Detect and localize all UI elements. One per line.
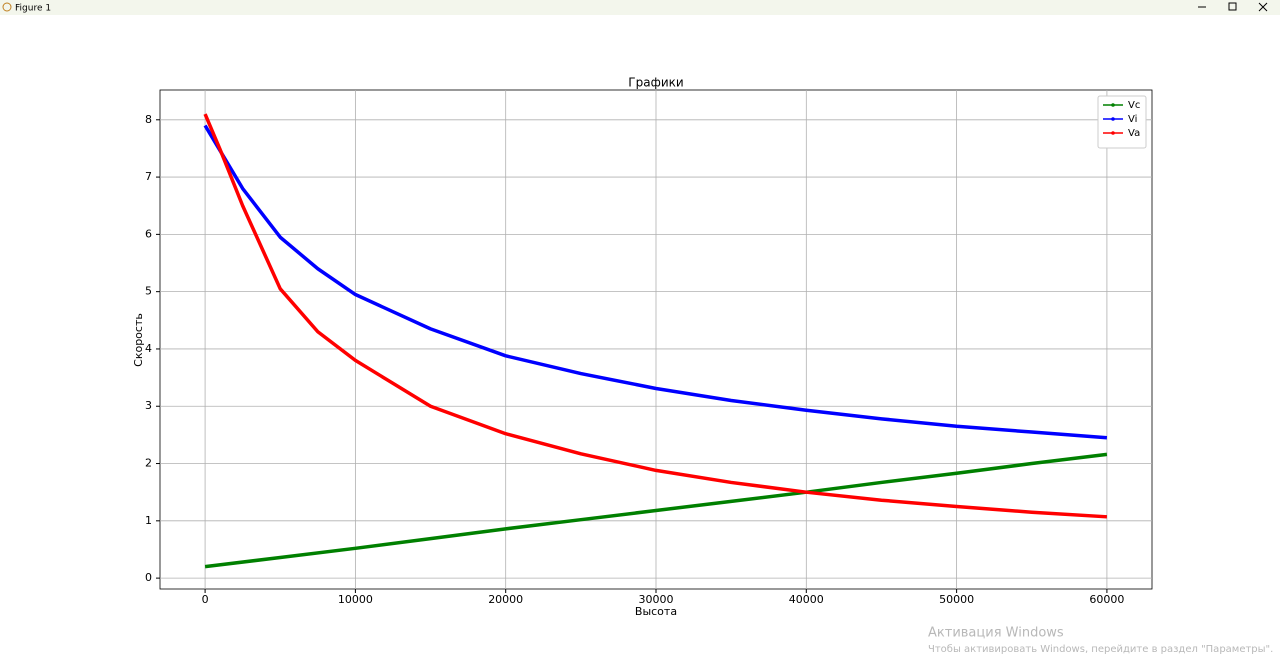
ticks: 0 10000 20000 30000 40000 50000 60000 0 1 2 3 4 5 6 7 8 (145, 113, 1124, 606)
legend-marker (1111, 131, 1115, 135)
legend-label: Va (1128, 128, 1140, 139)
series-line (203, 124, 1108, 440)
y-tick-label: 4 (145, 342, 152, 355)
x-axis-label: Высота (635, 605, 677, 618)
restore-button[interactable] (1228, 2, 1237, 11)
legend-box (1097, 95, 1147, 149)
watermark-text: Чтобы активировать Windows, перейдите в … (928, 644, 1273, 655)
y-tick-label: 0 (145, 571, 152, 584)
series-line (204, 452, 1108, 569)
close-button[interactable] (1258, 2, 1268, 12)
y-tick-label: 5 (145, 285, 152, 298)
legend: Vc Vi Va (1097, 95, 1147, 149)
x-tick-label: 60000 (1089, 593, 1124, 606)
chart-title: Графики (628, 76, 683, 90)
window-title: Figure 1 (15, 4, 51, 14)
x-tick-label: 40000 (789, 593, 824, 606)
y-tick-label: 7 (145, 170, 152, 183)
series-line (203, 113, 1108, 519)
y-tick-label: 2 (145, 457, 152, 470)
y-tick-label: 3 (145, 399, 152, 412)
x-tick-label: 50000 (939, 593, 974, 606)
app-icon (2, 2, 12, 12)
legend-label: Vc (1128, 100, 1140, 111)
y-axis-label: Скорость (132, 313, 145, 367)
watermark-title: Активация Windows (928, 626, 1064, 641)
lines (203, 113, 1108, 569)
x-tick-label: 0 (202, 593, 209, 606)
legend-marker (1111, 117, 1115, 121)
y-tick-label: 1 (145, 514, 152, 527)
title-bar (0, 0, 1280, 15)
y-tick-label: 8 (145, 113, 152, 126)
x-tick-label: 20000 (488, 593, 523, 606)
x-tick-label: 10000 (338, 593, 373, 606)
legend-label: Vi (1128, 114, 1137, 125)
grid (160, 90, 1152, 589)
x-tick-label: 30000 (639, 593, 674, 606)
legend-marker (1111, 103, 1115, 107)
y-tick-label: 6 (145, 227, 152, 240)
